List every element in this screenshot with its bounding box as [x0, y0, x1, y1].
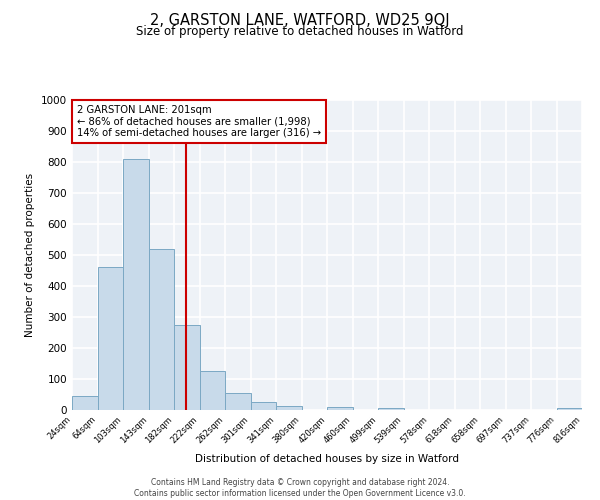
Text: 2, GARSTON LANE, WATFORD, WD25 9QJ: 2, GARSTON LANE, WATFORD, WD25 9QJ — [150, 12, 450, 28]
Text: Size of property relative to detached houses in Watford: Size of property relative to detached ho… — [136, 25, 464, 38]
Bar — [97, 268, 123, 410]
Text: Contains HM Land Registry data © Crown copyright and database right 2024.
Contai: Contains HM Land Registry data © Crown c… — [134, 478, 466, 498]
Text: 2 GARSTON LANE: 201sqm
← 86% of detached houses are smaller (1,998)
14% of semi-: 2 GARSTON LANE: 201sqm ← 86% of detached… — [77, 104, 321, 138]
Bar — [123, 159, 149, 410]
Bar — [276, 406, 302, 410]
Bar — [174, 325, 199, 410]
Y-axis label: Number of detached properties: Number of detached properties — [25, 173, 35, 337]
Bar — [251, 402, 276, 410]
Bar — [225, 393, 251, 410]
Bar — [199, 371, 225, 410]
X-axis label: Distribution of detached houses by size in Watford: Distribution of detached houses by size … — [195, 454, 459, 464]
Bar — [72, 396, 97, 410]
Bar — [378, 408, 404, 410]
Bar — [149, 249, 174, 410]
Bar — [327, 407, 353, 410]
Bar — [557, 408, 582, 410]
